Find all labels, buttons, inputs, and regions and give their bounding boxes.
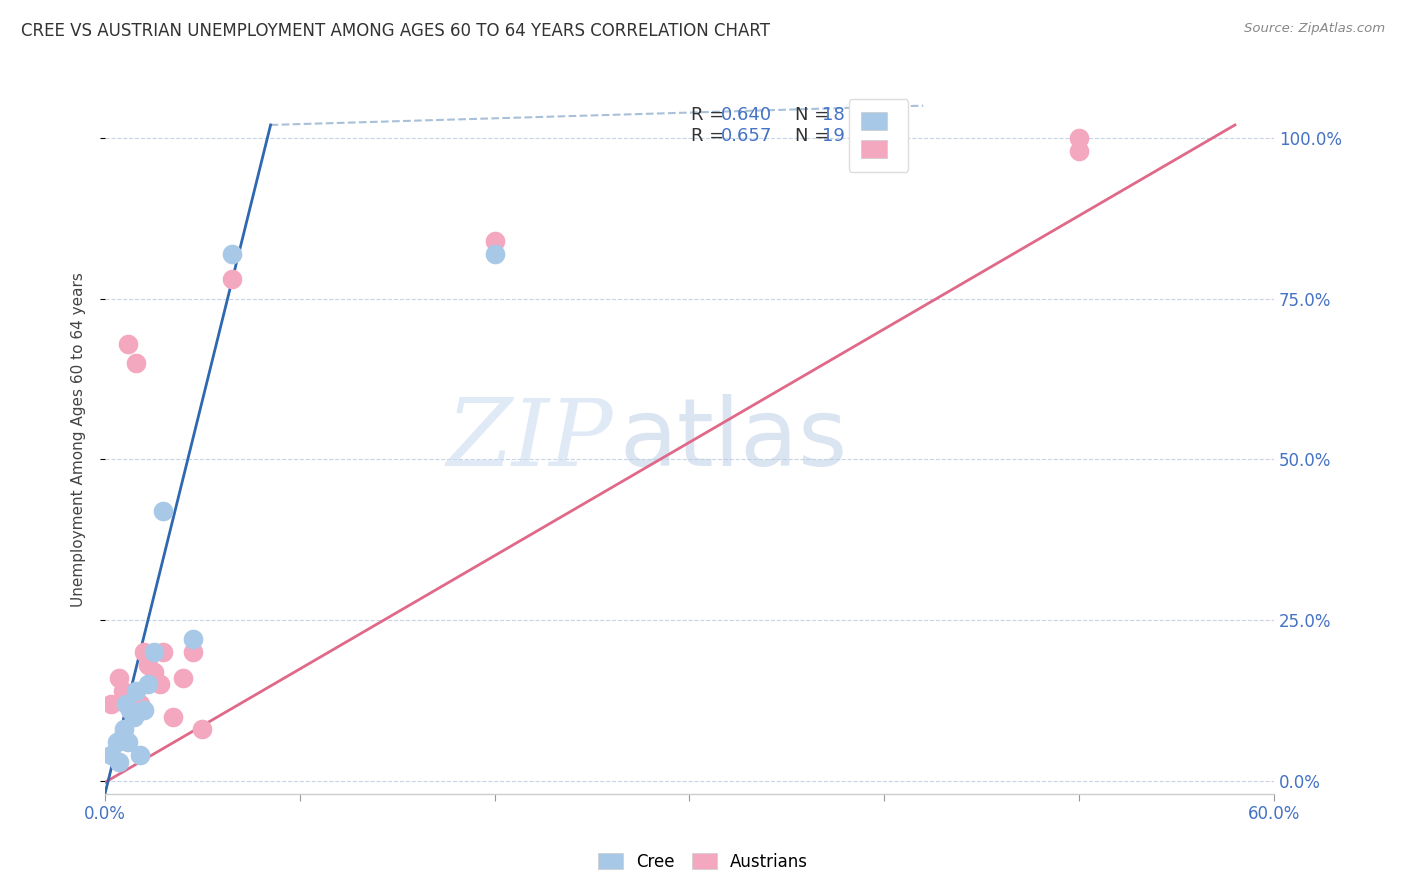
- Text: ZIP: ZIP: [447, 395, 613, 485]
- Point: [162, 709, 184, 723]
- Text: atlas: atlas: [619, 394, 848, 486]
- Text: 0.640: 0.640: [721, 105, 772, 124]
- Text: Source: ZipAtlas.com: Source: ZipAtlas.com: [1244, 22, 1385, 36]
- Point: [148, 677, 170, 691]
- Point: [1069, 144, 1091, 158]
- Text: 0.657: 0.657: [721, 127, 772, 145]
- Point: [484, 246, 506, 260]
- Text: CREE VS AUSTRIAN UNEMPLOYMENT AMONG AGES 60 TO 64 YEARS CORRELATION CHART: CREE VS AUSTRIAN UNEMPLOYMENT AMONG AGES…: [21, 22, 770, 40]
- Point: [115, 697, 138, 711]
- Point: [136, 658, 159, 673]
- Point: [120, 703, 142, 717]
- Point: [172, 671, 194, 685]
- Point: [142, 665, 165, 679]
- Point: [111, 683, 134, 698]
- Text: 18: 18: [821, 105, 844, 124]
- Text: R =: R =: [690, 127, 730, 145]
- Point: [117, 735, 139, 749]
- Text: N =: N =: [794, 127, 835, 145]
- Text: 19: 19: [821, 127, 845, 145]
- Point: [129, 748, 152, 763]
- Legend: Cree, Austrians: Cree, Austrians: [589, 845, 817, 880]
- Point: [114, 723, 136, 737]
- Point: [111, 729, 134, 743]
- Point: [107, 671, 129, 685]
- Point: [129, 697, 152, 711]
- Point: [100, 697, 122, 711]
- Point: [100, 748, 122, 763]
- Point: [191, 723, 214, 737]
- Point: [181, 645, 204, 659]
- Point: [125, 356, 148, 370]
- Point: [484, 234, 506, 248]
- Point: [132, 703, 155, 717]
- Point: [221, 272, 243, 286]
- Y-axis label: Unemployment Among Ages 60 to 64 years: Unemployment Among Ages 60 to 64 years: [72, 273, 86, 607]
- Point: [107, 755, 129, 769]
- Point: [152, 645, 174, 659]
- Point: [136, 677, 159, 691]
- Text: N =: N =: [794, 105, 835, 124]
- Point: [117, 336, 139, 351]
- Point: [142, 645, 165, 659]
- Point: [221, 246, 243, 260]
- Point: [1069, 130, 1091, 145]
- Point: [105, 735, 128, 749]
- Legend: , : ,: [849, 99, 908, 172]
- Point: [152, 504, 174, 518]
- Point: [122, 709, 145, 723]
- Text: R =: R =: [690, 105, 730, 124]
- Point: [132, 645, 155, 659]
- Point: [181, 632, 204, 647]
- Point: [125, 683, 148, 698]
